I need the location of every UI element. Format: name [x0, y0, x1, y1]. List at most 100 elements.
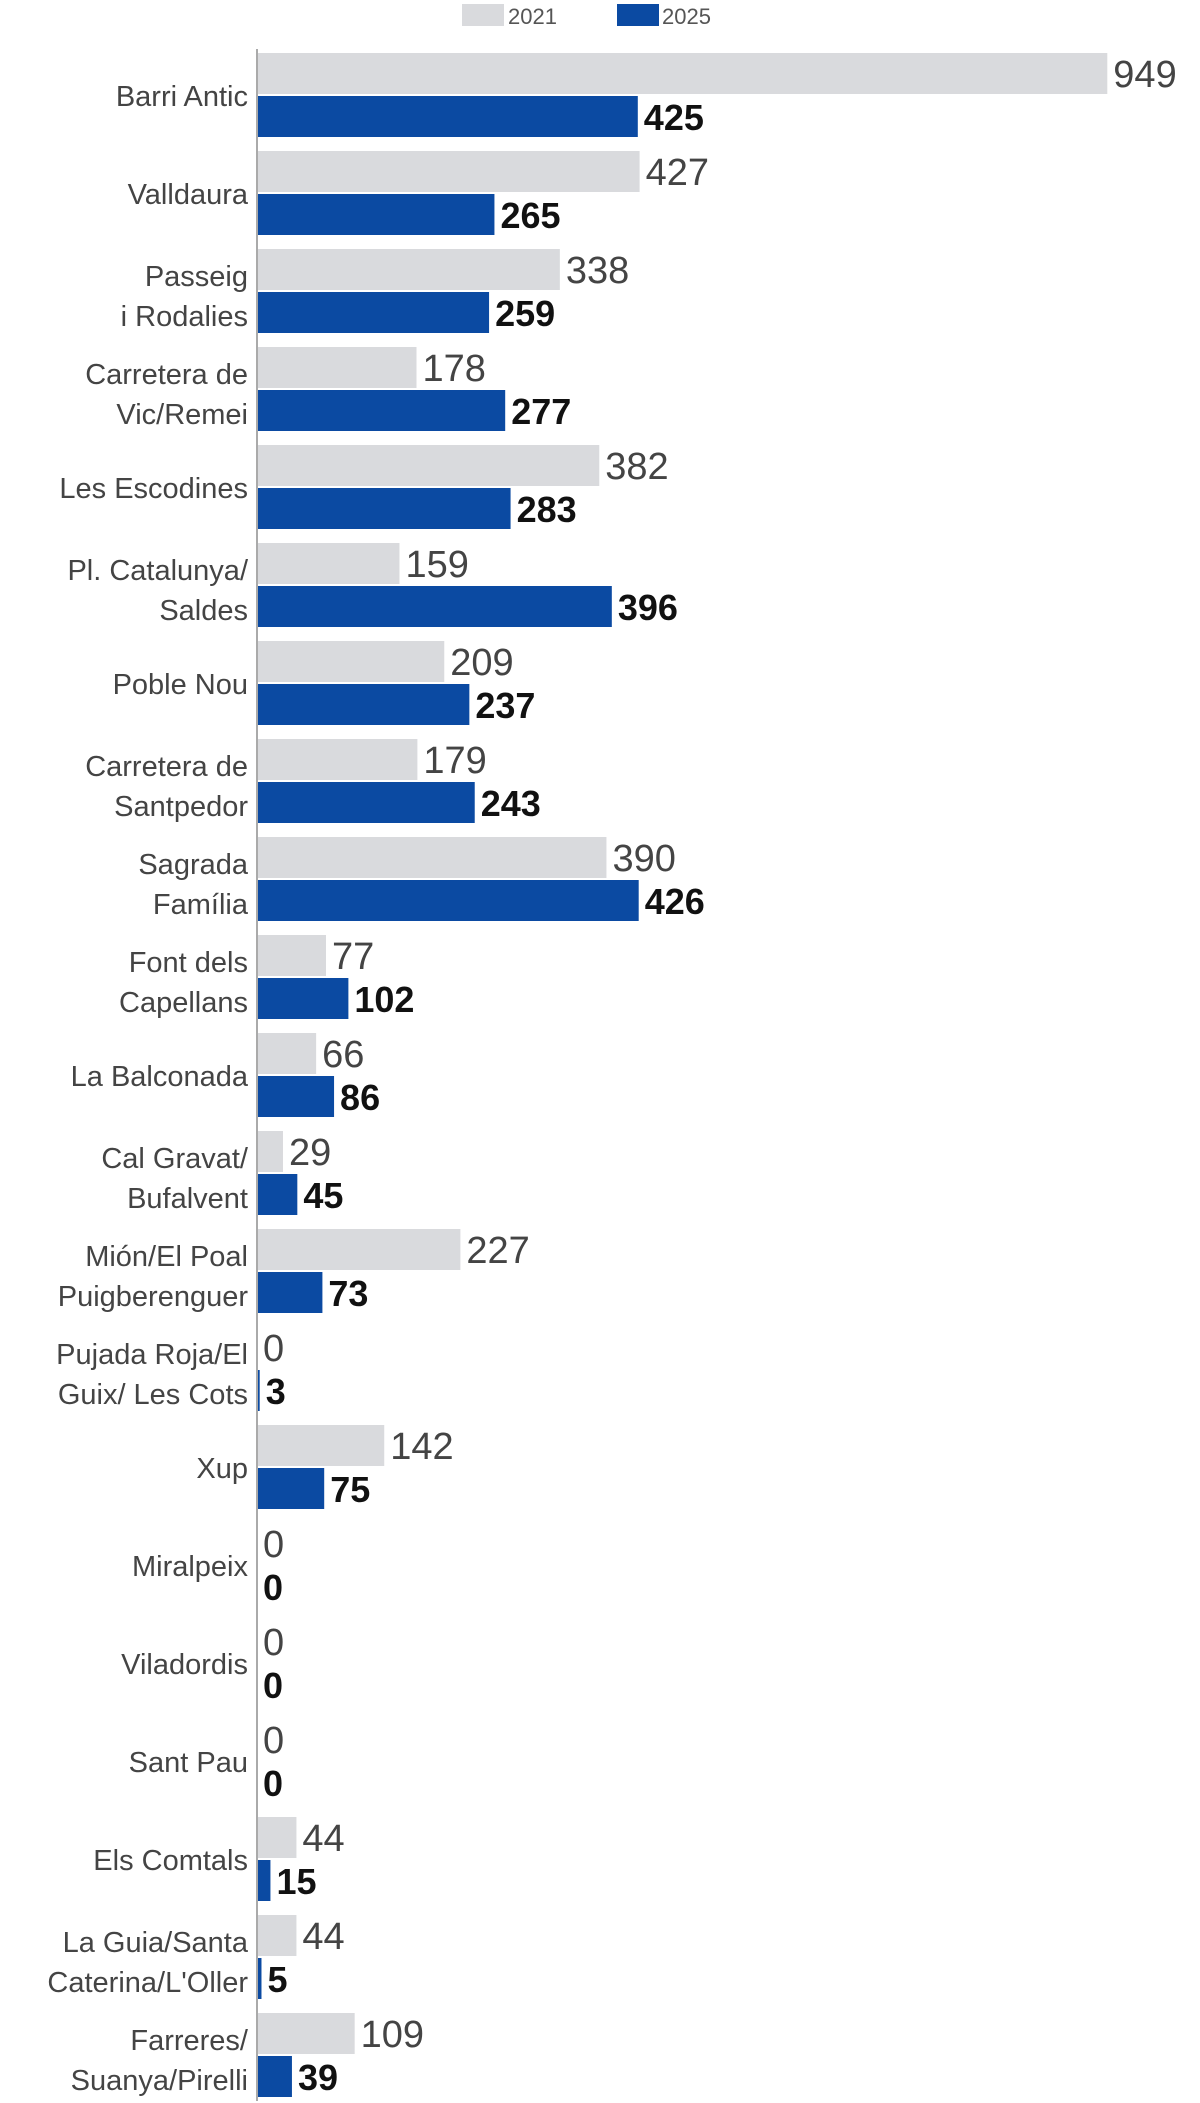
bar-2021: [257, 1425, 385, 1466]
data-label-2021: 44: [302, 1818, 344, 1860]
bar-2021: [257, 641, 445, 682]
data-label-2021: 29: [289, 1132, 331, 1174]
data-label-2021: 179: [423, 740, 486, 782]
category-label: Les Escodines: [59, 473, 248, 505]
category-label: Barri Antic: [116, 81, 248, 113]
bar-2025: [257, 488, 511, 529]
data-label-2021: 44: [302, 1916, 344, 1958]
bar-2021: [257, 1131, 283, 1172]
data-label-2025: 75: [330, 1469, 370, 1510]
bar-2025: [257, 1468, 325, 1509]
bar-2021: [257, 1229, 461, 1270]
category-label: Sant Pau: [129, 1747, 248, 1779]
category-label: Miralpeix: [132, 1551, 249, 1583]
bar-2025: [257, 292, 490, 333]
data-label-2025: 277: [511, 391, 571, 432]
category-label: Valldaura: [128, 179, 249, 211]
legend-swatch-2021: [462, 4, 504, 26]
category-label: Carretera de Santpedor: [85, 751, 248, 823]
bar-2021: [257, 53, 1108, 94]
data-label-2025: 0: [263, 1567, 283, 1608]
data-label-2021: 427: [646, 152, 709, 194]
bar-2025: [257, 1860, 271, 1901]
category-label: Viladordis: [121, 1649, 248, 1681]
data-label-2021: 109: [361, 2014, 424, 2056]
bar-2025: [257, 194, 495, 235]
bar-2025: [257, 1076, 335, 1117]
data-label-2021: 0: [263, 1524, 284, 1566]
data-label-2021: 178: [422, 348, 485, 390]
bar-2021: [257, 445, 600, 486]
data-label-2021: 0: [263, 1328, 284, 1370]
data-label-2021: 390: [612, 838, 675, 880]
bar-2025: [257, 390, 506, 431]
bar-2025: [257, 1272, 323, 1313]
bar-2021: [257, 1033, 317, 1074]
legend-label-2025: 2025: [662, 4, 711, 29]
data-label-2021: 159: [405, 544, 468, 586]
data-label-2021: 209: [450, 642, 513, 684]
bar-2025: [257, 978, 349, 1019]
data-label-2025: 426: [645, 881, 705, 922]
category-label: Poble Nou: [113, 669, 248, 701]
category-label: Sagrada Família: [138, 849, 249, 921]
category-label: Els Comtals: [93, 1845, 248, 1877]
bar-2021: [257, 151, 640, 192]
data-label-2025: 396: [618, 587, 678, 628]
data-label-2025: 0: [263, 1763, 283, 1804]
category-label: Carretera de Vic/Remei: [85, 359, 248, 431]
bar-2021: [257, 935, 326, 976]
bar-2025: [257, 96, 638, 137]
data-label-2025: 259: [495, 293, 555, 334]
data-label-2025: 102: [354, 979, 414, 1020]
data-label-2025: 243: [481, 783, 541, 824]
legend-swatch-2025: [617, 4, 659, 26]
category-label: Mión/El Poal Puigberenguer: [58, 1241, 249, 1313]
bar-2025: [257, 1958, 262, 1999]
data-label-2025: 237: [475, 685, 535, 726]
bar-2025: [257, 684, 470, 725]
data-label-2021: 382: [605, 446, 668, 488]
bar-2021: [257, 543, 400, 584]
data-label-2025: 5: [267, 1959, 287, 2000]
data-label-2021: 142: [390, 1426, 453, 1468]
data-label-2021: 227: [466, 1230, 529, 1272]
data-label-2025: 45: [303, 1175, 343, 1216]
data-label-2021: 77: [332, 936, 374, 978]
data-label-2025: 73: [328, 1273, 368, 1314]
legend-label-2021: 2021: [508, 4, 557, 29]
data-label-2025: 15: [276, 1861, 316, 1902]
category-label: Cal Gravat/Bufalvent: [101, 1143, 249, 1215]
category-label: Pl. Catalunya/Saldes: [67, 555, 248, 627]
category-label: Xup: [196, 1453, 248, 1485]
bar-2025: [257, 2056, 292, 2097]
data-label-2025: 265: [500, 195, 560, 236]
bar-2025: [257, 880, 639, 921]
category-label: Font dels Capellans: [119, 947, 248, 1019]
data-label-2021: 338: [566, 250, 629, 292]
bar-2025: [257, 1174, 298, 1215]
bar-2021: [257, 1817, 297, 1858]
bar-2025: [257, 782, 475, 823]
data-label-2025: 425: [644, 97, 704, 138]
bar-2021: [257, 249, 560, 290]
bar-2025: [257, 1370, 260, 1411]
data-label-2025: 86: [340, 1077, 380, 1118]
data-label-2025: 3: [266, 1371, 286, 1412]
category-label: Passeig i Rodalies: [121, 261, 248, 333]
category-label: Farreres/Suanya/Pirelli: [71, 2025, 249, 2097]
data-label-2021: 66: [322, 1034, 364, 1076]
category-label: Pujada Roja/El Guix/ Les Cots: [56, 1339, 248, 1411]
data-label-2025: 39: [298, 2057, 338, 2098]
data-label-2025: 0: [263, 1665, 283, 1706]
category-label: La Balconada: [71, 1061, 249, 1093]
bar-2021: [257, 1915, 297, 1956]
bar-2021: [257, 739, 418, 780]
data-label-2021: 0: [263, 1622, 284, 1664]
data-label-2025: 283: [517, 489, 577, 530]
data-label-2021: 0: [263, 1720, 284, 1762]
bar-2025: [257, 586, 612, 627]
category-label: La Guia/Santa Caterina/L'Oller: [47, 1927, 248, 1999]
bar-2021: [257, 347, 417, 388]
